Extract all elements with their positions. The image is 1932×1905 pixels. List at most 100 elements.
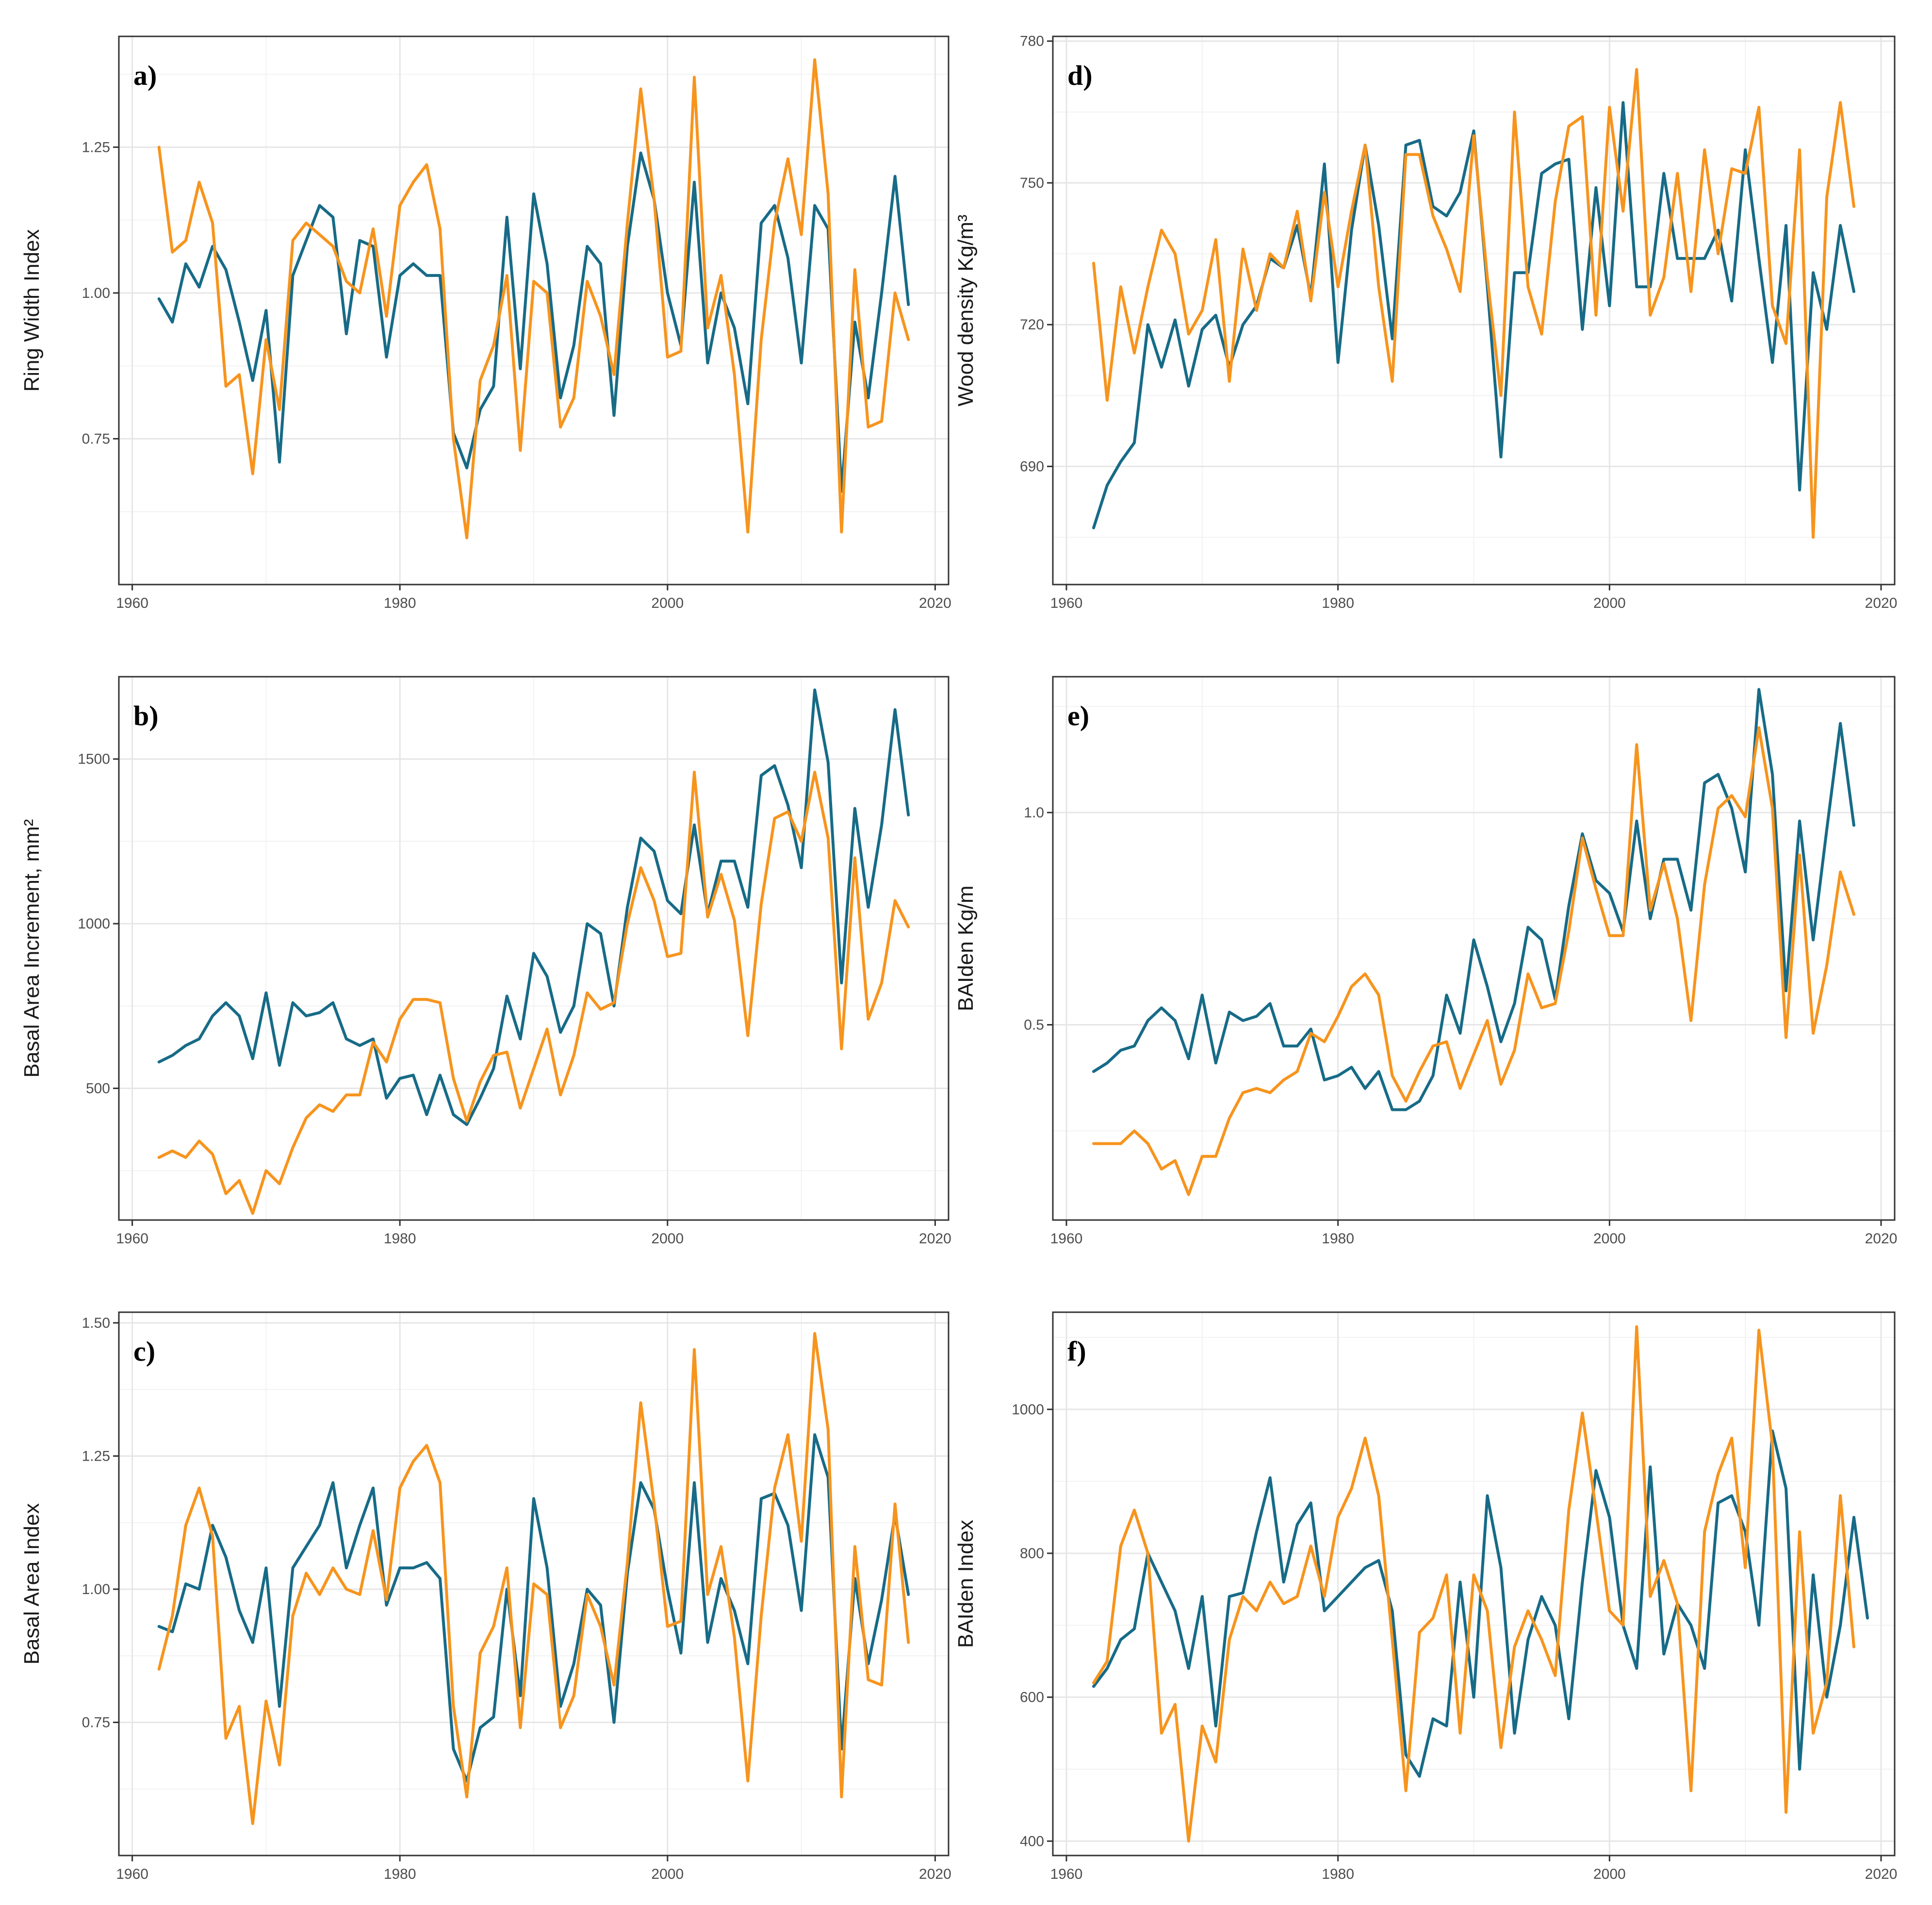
data-point (398, 274, 401, 277)
data-point (532, 280, 535, 283)
data-point (1296, 1044, 1299, 1047)
data-point (1106, 484, 1109, 487)
data-point (292, 1146, 295, 1149)
data-point (238, 1014, 241, 1017)
data-point (1526, 285, 1529, 288)
data-point (318, 204, 321, 207)
data-point (746, 1662, 749, 1665)
data-point (733, 860, 736, 863)
data-point (626, 906, 629, 909)
data-point (1377, 1070, 1380, 1073)
data-point (1364, 144, 1367, 147)
y-axis-title: Basal Area Index (20, 1503, 44, 1665)
data-point (1214, 314, 1217, 317)
data-point (599, 262, 602, 265)
y-tick-label: 0.75 (82, 431, 110, 447)
data-point (1771, 807, 1774, 810)
data-point (800, 866, 803, 869)
data-point (813, 771, 816, 774)
data-point (1473, 134, 1475, 137)
data-point (1255, 1015, 1258, 1018)
data-point (720, 1545, 722, 1548)
data-point (171, 1054, 174, 1057)
data-point (238, 321, 241, 324)
data-point (1092, 1685, 1095, 1688)
data-point (1812, 1573, 1815, 1576)
data-point (693, 1481, 696, 1484)
data-point (1337, 285, 1340, 288)
data-point (1757, 726, 1760, 729)
data-point (880, 420, 883, 423)
data-point (1635, 285, 1638, 288)
data-point (733, 326, 736, 329)
data-point (1635, 1325, 1638, 1328)
data-point (305, 1572, 308, 1575)
data-point (1174, 1159, 1177, 1162)
data-point (573, 1054, 575, 1057)
y-tick-label: 400 (1020, 1833, 1044, 1849)
data-point (1635, 743, 1638, 746)
x-tick-label: 2000 (1593, 1231, 1626, 1247)
data-point (1513, 1002, 1516, 1005)
data-point (706, 916, 709, 919)
data-point (358, 1044, 361, 1047)
data-point (1377, 993, 1380, 996)
data-point (1242, 1091, 1244, 1094)
data-point (1839, 1494, 1842, 1497)
data-point (786, 810, 789, 813)
data-point (1187, 333, 1190, 336)
data-point (679, 952, 682, 955)
data-point (1554, 1674, 1556, 1677)
data-point (693, 181, 696, 184)
data-point (1337, 361, 1340, 364)
data-point (1092, 1681, 1095, 1684)
data-point (1323, 1610, 1326, 1612)
data-point (1825, 828, 1828, 831)
data-point (733, 1609, 736, 1612)
data-point (412, 998, 415, 1001)
data-point (1744, 148, 1747, 151)
data-point (318, 1103, 321, 1106)
data-point (1717, 252, 1719, 255)
data-point (238, 1609, 241, 1612)
data-point (1364, 973, 1367, 976)
data-point (1839, 871, 1842, 874)
data-point (1662, 1653, 1665, 1656)
data-point (612, 373, 615, 376)
data-point (318, 1011, 321, 1014)
data-point (880, 981, 883, 984)
data-point (894, 708, 897, 711)
data-point (1703, 1667, 1706, 1670)
data-point (1459, 1087, 1462, 1090)
data-point (1092, 1142, 1095, 1145)
data-point (1174, 252, 1177, 255)
plot-frame (1052, 1311, 1896, 1856)
data-point (1432, 1044, 1435, 1047)
data-point (1540, 1595, 1543, 1598)
y-tick-label: 600 (1020, 1690, 1044, 1706)
data-point (1269, 1002, 1272, 1005)
data-point (1146, 1142, 1149, 1145)
data-point (158, 1668, 161, 1671)
series-line-1 (1092, 101, 1855, 530)
data-point (1337, 1516, 1340, 1519)
data-point (197, 1588, 200, 1591)
data-point (292, 274, 295, 277)
data-point (800, 233, 803, 236)
data-point (331, 1001, 334, 1004)
data-point (479, 379, 482, 382)
y-axis-title: Basal Area Increment, mm² (20, 819, 44, 1077)
data-point (385, 356, 388, 358)
y-tick-label: 0.75 (82, 1714, 110, 1730)
data-point (465, 537, 468, 539)
data-point (612, 414, 615, 417)
data-point (1310, 1501, 1312, 1504)
data-point (1405, 1108, 1408, 1111)
data-point (1608, 106, 1611, 109)
data-point (1310, 1545, 1312, 1547)
data-point (1214, 238, 1217, 241)
data-point (1744, 172, 1747, 175)
data-point (425, 1113, 428, 1116)
data-point (372, 1038, 375, 1041)
series-line-2 (1092, 1325, 1855, 1843)
